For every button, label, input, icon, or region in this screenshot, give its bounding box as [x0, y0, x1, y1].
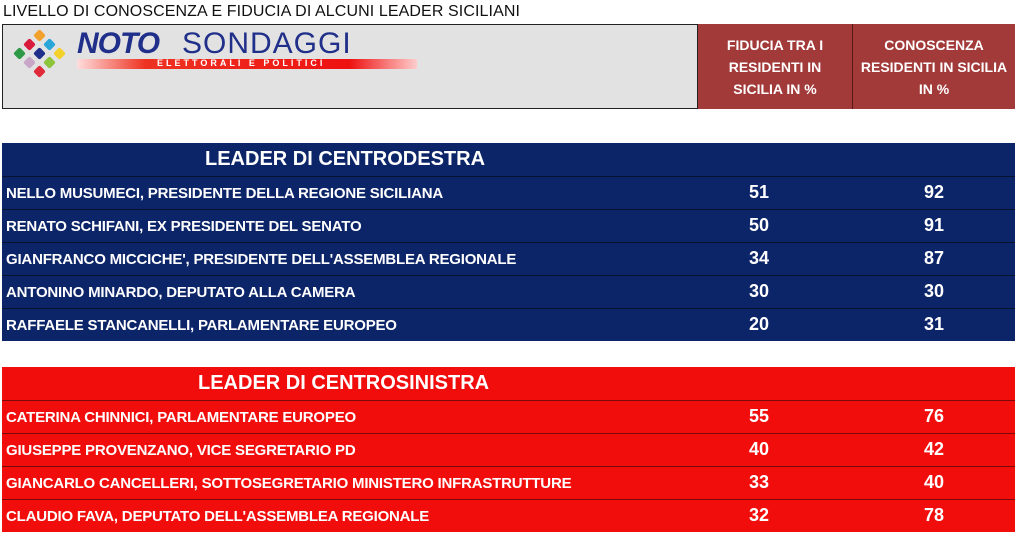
notosondaggi-logo: NOTO SONDAGGI ELETTORALI E POLITICI: [7, 27, 417, 78]
section-centrosinistra: LEADER DI CENTROSINISTRA CATERINA CHINNI…: [2, 367, 1015, 532]
section-centrodestra: LEADER DI CENTRODESTRA NELLO MUSUMECI, P…: [2, 143, 1015, 341]
page-title: LIVELLO DI CONOSCENZA E FIDUCIA DI ALCUN…: [3, 3, 521, 20]
table-row: CATERINA CHINNICI, PARLAMENTARE EUROPEO 5…: [2, 401, 1015, 434]
section-header: LEADER DI CENTROSINISTRA: [2, 367, 1015, 401]
logo-tagline-bar: ELETTORALI E POLITICI: [77, 58, 417, 69]
column-header-fiducia: FIDUCIA TRA I RESIDENTI IN SICILIA IN %: [698, 24, 853, 109]
table-row: GIUSEPPE PROVENZANO, VICE SEGRETARIO PD 4…: [2, 434, 1015, 467]
table-row: GIANFRANCO MICCICHE', PRESIDENTE DELL'AS…: [2, 243, 1015, 276]
logo-tagline: ELETTORALI E POLITICI: [157, 58, 326, 68]
logo-brand-bold: NOTO: [77, 27, 160, 60]
table-row: CLAUDIO FAVA, DEPUTATO DELL'ASSEMBLEA RE…: [6, 505, 945, 525]
table-row: NELLO MUSUMECI, PRESIDENTE DELLA REGIONE…: [2, 177, 1015, 210]
logo-brand-light: SONDAGGI: [182, 27, 352, 60]
section-header: LEADER DI CENTRODESTRA: [2, 143, 1015, 177]
table-row: RENATO SCHIFANI, EX PRESIDENTE DEL SENAT…: [2, 210, 1015, 243]
column-header-conoscenza: CONOSCENZA RESIDENTI IN SICILIA IN %: [853, 24, 1015, 109]
table-row: ANTONINO MINARDO, DEPUTATO ALLA CAMERA 30…: [2, 276, 1015, 309]
table-row: RAFFAELE STANCANELLI, PARLAMENTARE EUROP…: [6, 314, 945, 334]
logo-header-box: NOTO SONDAGGI ELETTORALI E POLITICI: [2, 24, 698, 109]
table-row: GIANCARLO CANCELLERI, SOTTOSEGRETARIO MI…: [2, 467, 1015, 500]
